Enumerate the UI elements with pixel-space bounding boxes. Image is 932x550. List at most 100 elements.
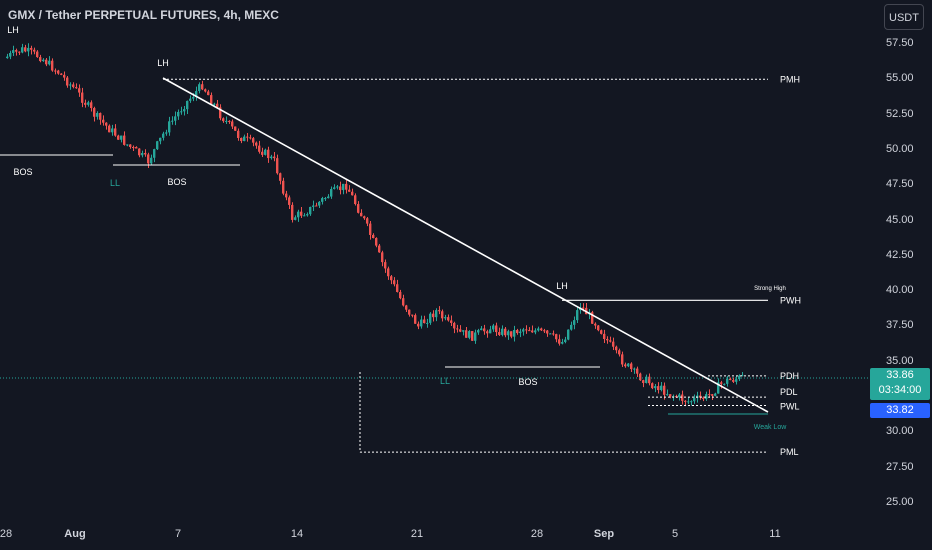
- candle-body: [27, 47, 30, 52]
- time-axis[interactable]: 28 Aug 7 14 21 28 Sep 5 11: [0, 522, 868, 550]
- price-tick-label: 42.50: [886, 248, 914, 261]
- candle-body: [678, 394, 681, 398]
- candle-body: [450, 320, 453, 323]
- time-tick-label: 14: [290, 528, 304, 540]
- candle-body: [582, 307, 585, 309]
- candle-body: [126, 144, 129, 146]
- candle-body: [36, 51, 39, 58]
- candle-body: [33, 49, 36, 52]
- candle-body: [378, 245, 381, 253]
- candle-body: [540, 328, 543, 331]
- candle-body: [600, 330, 603, 334]
- candle-body: [606, 338, 609, 341]
- candle-body: [303, 215, 306, 217]
- candle-body: [171, 120, 174, 122]
- candle-body: [333, 187, 336, 189]
- candle-body: [492, 325, 495, 330]
- candle-body: [597, 325, 600, 331]
- candle-body: [201, 84, 204, 90]
- candle-body: [384, 262, 387, 269]
- candle-body: [414, 315, 417, 324]
- price-axis[interactable]: 57.50 55.00 52.50 50.00 47.50 45.00 42.50 40.00…: [868, 0, 932, 550]
- candle-body: [249, 137, 252, 139]
- candle-body: [279, 173, 282, 181]
- candle-body: [636, 368, 639, 374]
- candle-body: [168, 121, 171, 133]
- candle-body: [393, 280, 396, 285]
- candle-body: [555, 334, 558, 340]
- ll-label: LL: [110, 178, 120, 188]
- price-tick-label: 40.00: [886, 284, 914, 297]
- candle-body: [270, 156, 273, 159]
- candle-body: [654, 386, 657, 389]
- candle-body: [357, 204, 360, 213]
- candle-body: [81, 92, 84, 103]
- candle-body: [657, 386, 660, 391]
- candle-body: [510, 331, 513, 337]
- candle-body: [141, 152, 144, 156]
- candle-body: [75, 87, 78, 89]
- candle-body: [258, 145, 261, 152]
- candlestick-chart[interactable]: LH LH LH BOS BOS BOS LL LL Strong High Weak Low PM…: [0, 0, 868, 522]
- candle-body: [345, 183, 348, 190]
- last-price-countdown: 03:34:00: [878, 384, 922, 396]
- chart-area[interactable]: LH LH LH BOS BOS BOS LL LL Strong High Weak Low PM…: [0, 0, 868, 522]
- candle-body: [219, 107, 222, 119]
- candle-body: [267, 149, 270, 159]
- candle-body: [651, 383, 654, 389]
- candle-body: [51, 60, 54, 71]
- price-tick-label: 30.00: [886, 425, 914, 438]
- candle-body: [300, 211, 303, 216]
- lh-label: LH: [7, 25, 19, 35]
- candle-body: [243, 136, 246, 142]
- candle-body: [174, 116, 177, 121]
- candle-body: [156, 141, 159, 150]
- candle-body: [87, 102, 90, 105]
- candle-body: [627, 363, 630, 367]
- candle-body: [564, 339, 567, 343]
- candle-body: [297, 211, 300, 218]
- candle-body: [507, 331, 510, 336]
- candle-body: [204, 89, 207, 92]
- candle-body: [684, 400, 687, 402]
- candle-body: [273, 156, 276, 159]
- candle-body: [216, 103, 219, 108]
- candle-body: [186, 100, 189, 110]
- candle-body: [720, 382, 723, 384]
- time-tick-label: 11: [769, 528, 781, 540]
- candle-body: [315, 205, 318, 207]
- currency-button[interactable]: USDT: [884, 4, 924, 30]
- candle-body: [423, 319, 426, 324]
- candle-body: [729, 378, 732, 381]
- candle-body: [69, 84, 72, 86]
- candle-body: [153, 149, 156, 158]
- candle-body: [312, 205, 315, 207]
- candle-body: [222, 118, 225, 122]
- candle-body: [306, 214, 309, 216]
- candle-body: [396, 284, 399, 292]
- candle-body: [630, 363, 633, 370]
- candle-body: [534, 330, 537, 333]
- candle-body: [405, 305, 408, 310]
- candle-body: [48, 60, 51, 65]
- candle-body: [549, 333, 552, 335]
- candle-body: [432, 313, 435, 318]
- candle-body: [57, 70, 60, 74]
- candle-body: [285, 193, 288, 198]
- candle-body: [732, 380, 735, 382]
- candle-body: [546, 330, 549, 334]
- candle-body: [183, 109, 186, 112]
- candle-body: [252, 138, 255, 143]
- candle-body: [138, 148, 141, 156]
- candle-body: [207, 91, 210, 96]
- candle-body: [93, 108, 96, 117]
- candle-body: [21, 47, 24, 53]
- candle-body: [264, 149, 267, 155]
- candle-body: [591, 312, 594, 324]
- lh-label: LH: [556, 281, 568, 291]
- candle-body: [99, 113, 102, 120]
- candle-body: [525, 329, 528, 331]
- candle-body: [486, 331, 489, 334]
- level-label-pdl: PDL: [780, 387, 798, 397]
- candle-body: [123, 135, 126, 145]
